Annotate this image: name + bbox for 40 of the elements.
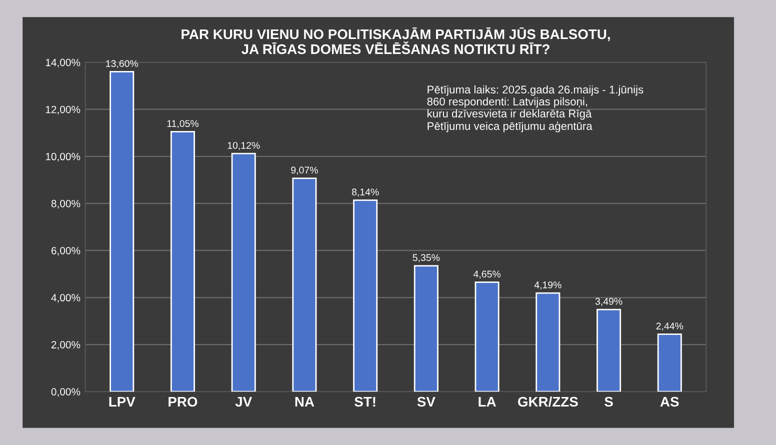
data-label: 8,14% [352, 188, 379, 197]
y-tick-label: 8,00% [51, 200, 80, 209]
bar [110, 71, 134, 392]
x-tick-label: LPV [109, 396, 136, 407]
data-label: 10,12% [228, 142, 260, 150]
data-label: 2,44% [656, 322, 684, 331]
bar [353, 199, 378, 392]
y-tick-label: 6,00% [51, 246, 80, 256]
x-tick-label: AS [660, 396, 679, 407]
data-label: 13,60% [106, 60, 138, 68]
bar [231, 152, 256, 392]
bar [414, 265, 438, 392]
x-tick-label: GKR/ZZS [518, 396, 578, 407]
y-tick-label: 0,00% [51, 388, 80, 397]
y-tick-label: 4,00% [51, 294, 80, 303]
data-label: 11,05% [167, 120, 199, 128]
x-tick-label: JV [235, 396, 252, 407]
bar [536, 292, 560, 392]
data-label: 5,35% [412, 254, 440, 262]
data-label: 4,19% [534, 281, 562, 290]
x-tick-label: S [604, 396, 613, 407]
y-tick-label: 12,00% [46, 106, 80, 114]
bar [170, 130, 195, 392]
bar [596, 308, 622, 392]
bar [474, 282, 500, 392]
data-label: 4,65% [473, 270, 500, 279]
x-tick-label: ST! [354, 396, 376, 407]
x-tick-label: LA [478, 396, 496, 407]
bar [292, 178, 317, 392]
chart-title: PAR KURU VIENU NO POLITISKAJĀM PARTIJĀM JŪS BALSOTU, JA RĪGAS DOMES VĒLĒŠANAS NOTIKTU RĪT? [182, 27, 610, 54]
y-tick-label: 10,00% [46, 152, 80, 162]
x-tick-label: PRO [168, 396, 198, 407]
y-tick-label: 2,00% [51, 341, 80, 350]
x-tick-label: NA [295, 396, 314, 407]
data-label: 3,49% [595, 298, 622, 306]
x-tick-label: SV [417, 396, 436, 407]
y-tick-label: 14,00% [46, 58, 80, 68]
data-label: 9,07% [291, 166, 318, 175]
bar [657, 334, 682, 392]
annotation: Pētījuma laiks: 2025.gada 26.maijs - 1.jūnijs 860 respondenti: Latvijas pilsoņi, kuru dzīvesvieta ir deklarēta Rīgā Pētījumu veica pētījumu aģentūra [427, 85, 644, 132]
